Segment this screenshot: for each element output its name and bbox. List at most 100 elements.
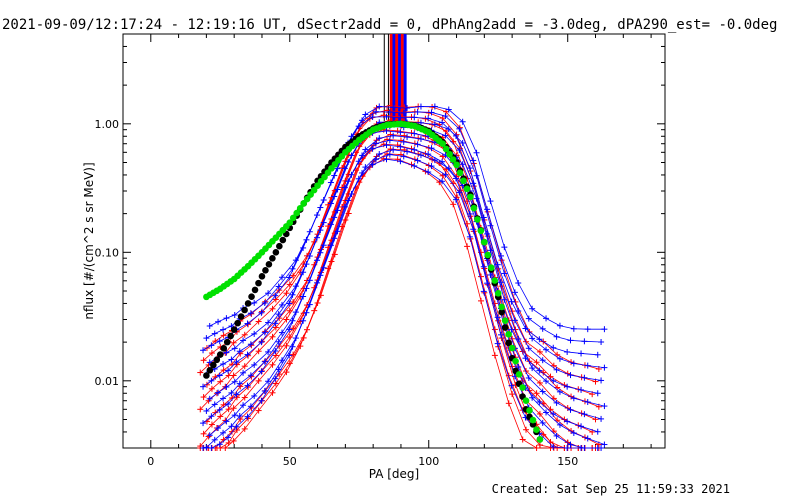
created-timestamp: Created: Sat Sep 25 11:59:33 2021	[491, 482, 730, 496]
data-point	[289, 214, 297, 222]
data-point	[505, 339, 512, 347]
series-red-trace	[197, 126, 596, 435]
data-point	[477, 227, 485, 235]
data-point	[248, 293, 255, 300]
x-tick-label: 50	[283, 455, 297, 468]
x-tick-label: 0	[147, 455, 154, 468]
series-blue-trace	[203, 108, 605, 345]
data-point	[210, 361, 217, 369]
data-point	[498, 303, 506, 311]
data-point	[498, 308, 506, 316]
data-point	[467, 193, 474, 201]
y-tick-label: 0.10	[95, 246, 120, 259]
data-point	[484, 251, 492, 259]
data-point	[439, 140, 446, 148]
series-blue-trace	[206, 146, 608, 448]
data-point	[536, 436, 544, 443]
data-point	[276, 242, 283, 250]
data-point	[487, 264, 495, 272]
data-point	[286, 219, 294, 227]
data-point	[255, 279, 262, 287]
series-blue-trace	[200, 127, 601, 397]
data-point	[463, 185, 471, 193]
data-point	[310, 186, 318, 194]
x-tick-label: 100	[418, 455, 439, 468]
data-point	[279, 236, 287, 244]
data-point	[234, 319, 241, 327]
y-axis-label: nflux [#/(cm^2 s sr MeV)]	[82, 162, 96, 319]
data-point	[501, 317, 509, 324]
series-red-trace	[200, 121, 599, 423]
data-point	[460, 177, 467, 185]
data-point	[220, 345, 228, 352]
series-line	[203, 124, 596, 420]
series-red-trace	[197, 155, 596, 451]
data-point	[505, 331, 512, 338]
y-tick-label: 1.00	[95, 118, 120, 131]
data-point	[262, 267, 269, 274]
data-point	[223, 338, 231, 346]
series-line	[209, 135, 605, 407]
series-line	[209, 149, 605, 445]
series-blue-trace	[200, 142, 601, 435]
data-point	[296, 204, 304, 212]
x-axis-label: PA [deg]	[369, 467, 419, 481]
data-point	[491, 277, 499, 284]
series-red-trace	[197, 141, 596, 451]
data-point	[272, 249, 280, 256]
data-point	[456, 169, 464, 177]
data-point	[300, 200, 307, 207]
series-line	[206, 134, 600, 445]
data-point	[512, 357, 519, 365]
data-point	[470, 204, 478, 212]
data-point	[227, 332, 235, 340]
data-point	[216, 351, 224, 358]
data-point	[241, 306, 248, 314]
data-point	[293, 209, 301, 217]
data-point	[237, 313, 245, 320]
series-line	[203, 153, 596, 449]
data-point	[303, 195, 311, 203]
data-point	[213, 356, 221, 364]
series-line	[206, 125, 602, 381]
data-point	[453, 161, 460, 169]
data-point	[442, 145, 450, 153]
series-line	[202, 130, 598, 394]
data-point	[526, 407, 533, 414]
data-point	[474, 216, 481, 223]
data-point	[265, 261, 273, 268]
data-point	[515, 371, 523, 378]
series-red-trace	[200, 150, 599, 451]
data-point	[481, 238, 488, 246]
series-line	[206, 148, 599, 449]
series-line	[199, 143, 593, 449]
data-point	[203, 372, 210, 379]
series-layer	[197, 102, 608, 451]
series-red-trace	[200, 136, 599, 451]
data-point	[519, 384, 526, 391]
data-point	[251, 286, 259, 294]
series-line	[202, 144, 598, 433]
data-point	[533, 426, 540, 434]
series-line	[202, 116, 598, 356]
data-point	[244, 300, 252, 307]
data-point	[529, 416, 537, 424]
data-point	[446, 150, 453, 158]
data-point	[449, 156, 457, 163]
chart-title: 2021-09-09/12:17:24 - 12:19:16 UT, dSect…	[2, 17, 778, 33]
data-point	[269, 255, 276, 262]
y-tick-label: 0.01	[95, 375, 120, 388]
x-tick-label: 150	[557, 455, 578, 468]
series-blue-trace	[206, 103, 608, 333]
data-point	[508, 344, 516, 352]
data-point	[230, 326, 238, 333]
data-point	[494, 289, 502, 297]
data-point	[522, 397, 530, 405]
axis-ticks: 0 50 100 150 0.01 0.10 1.00	[95, 33, 665, 468]
series-red-trace	[203, 146, 602, 451]
data-point	[258, 273, 266, 280]
series-blue-trace	[206, 132, 608, 410]
data-point	[206, 366, 214, 374]
series-green-trace	[203, 120, 544, 443]
